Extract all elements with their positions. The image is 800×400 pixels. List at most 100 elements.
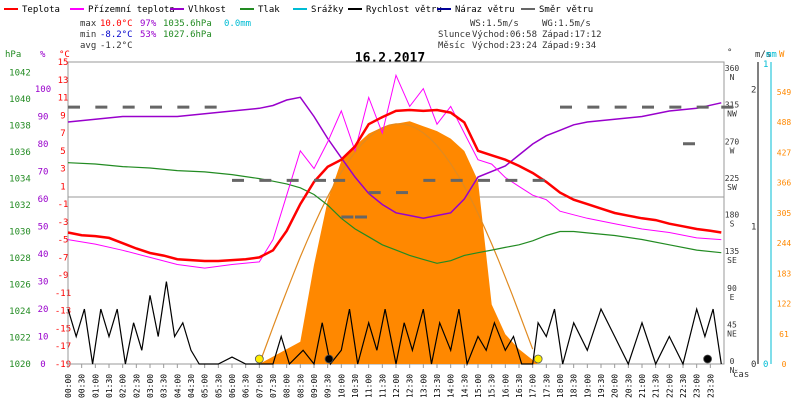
plot-area (67, 73, 734, 367)
legend-label: Teplota (22, 5, 60, 15)
hpa-tick-label: 1020 (9, 360, 31, 370)
degc-tick-label: -13 (55, 307, 71, 317)
x-tick-label: 19:00 (583, 374, 592, 398)
degc-tick-label: 1 (60, 182, 65, 192)
moonrise-marker (703, 354, 712, 364)
deg-tick-label: 315 (725, 101, 740, 110)
sun-set: Západ:17:12 (542, 30, 602, 40)
x-tick-label: 09:00 (310, 374, 319, 398)
pct-tick-label: 70 (38, 168, 49, 178)
pct-tick-label: 40 (38, 250, 49, 260)
wm2-tick-label: 61 (779, 330, 789, 339)
wind-dir-mark (478, 178, 490, 182)
dir-tick-label: E (730, 293, 735, 302)
stat-max-label: max (80, 19, 97, 29)
x-tick-label: 17:30 (542, 374, 551, 398)
dir-tick-label: N (730, 73, 735, 82)
sun-label: Slunce (438, 30, 471, 40)
ms-axis-title: m/s (755, 50, 771, 60)
hpa-tick-label: 1036 (9, 148, 31, 158)
degc-tick-label: 9 (60, 111, 65, 121)
dir-tick-label: SW (727, 183, 737, 192)
degc-tick-label: 13 (58, 76, 69, 86)
wind-dir-mark (286, 178, 299, 182)
hpa-tick-label: 1026 (9, 281, 31, 291)
sun-rise: Východ:06:58 (472, 30, 537, 40)
hpa-tick-label: 1022 (9, 334, 31, 344)
deg-tick-label: 360 (725, 64, 740, 73)
wind-dir-mark (560, 105, 572, 109)
ms-tick-label: 1 (751, 223, 756, 233)
pct-tick-label: 90 (38, 113, 49, 123)
degc-tick-label: 11 (58, 94, 69, 104)
x-tick-label: 06:30 (242, 374, 251, 398)
x-tick-label: 00:30 (78, 374, 87, 398)
solar-area (259, 121, 539, 364)
x-tick-label: 18:30 (570, 374, 579, 398)
ms-tick-label: 2 (751, 85, 756, 95)
mm-tick-label: 1 (763, 60, 768, 70)
x-tick-label: 00:00 (64, 374, 73, 398)
wm2-tick-label: 244 (777, 239, 792, 248)
wind-dir-mark (314, 178, 326, 182)
x-axis: 00:00 00:30 01:00 01:30 02:00 02:30 03:00 03:30… (64, 364, 715, 398)
degc-tick-label: -1 (58, 200, 69, 210)
pct-tick-label: 20 (38, 305, 49, 315)
sunrise-marker (254, 354, 264, 364)
degc-tick-label: -17 (55, 342, 71, 352)
wind-dir-mark (696, 105, 709, 109)
pct-tick-label: 50 (38, 223, 49, 233)
x-tick-label: 22:00 (665, 374, 674, 398)
hpa-axis-title: hPa (5, 50, 21, 60)
stat-avg-temp: -1.2°C (100, 41, 133, 51)
degc-tick-label: -7 (58, 253, 69, 263)
degc-tick-label: -15 (55, 324, 71, 334)
deg-tick-label: 180 (725, 211, 740, 220)
sunset-marker (533, 354, 543, 364)
x-tick-label: 07:30 (269, 374, 278, 398)
wind-dir-mark (721, 105, 734, 109)
wind-dir-mark (95, 105, 108, 109)
deg-axis-title: ° (727, 48, 732, 58)
x-tick-label: 01:00 (91, 374, 100, 398)
x-tick-label: 16:00 (501, 374, 510, 398)
ms-tick-label: 0 (751, 360, 756, 370)
degc-tick-label: -3 (58, 218, 69, 228)
legend-label: Náraz větru (455, 5, 515, 15)
wind-dir-mark (150, 105, 162, 109)
degc-tick-label: 15 (58, 58, 69, 68)
chart-title: 16.2.2017 (355, 51, 425, 66)
stat-min-hum: 53% (140, 30, 157, 40)
deg-tick-label: 90 (727, 284, 737, 293)
x-tick-label: 22:30 (679, 374, 688, 398)
wind-dir-mark (450, 178, 463, 182)
x-tick-label: 16:30 (515, 374, 524, 398)
wind-dir-mark (259, 178, 272, 182)
legend-label: Srážky (311, 5, 344, 15)
x-tick-label: 01:30 (105, 374, 114, 398)
dir-tick-label: NE (727, 329, 737, 338)
degc-tick-label: -9 (58, 271, 69, 281)
mm-tick-label: 0 (763, 360, 768, 370)
hpa-tick-label: 1032 (9, 201, 31, 211)
hpa-tick-label: 1030 (9, 228, 31, 238)
wind-dir-mark (683, 142, 695, 146)
y-axes: 1042104010381036103410321030102810261024… (9, 58, 791, 375)
pct-tick-label: 10 (38, 333, 49, 343)
wm2-tick-label: 488 (777, 118, 792, 127)
wind-dir-mark (532, 178, 545, 182)
legend-label: Přízemní teplota (88, 5, 175, 15)
x-tick-label: 21:00 (638, 374, 647, 398)
hpa-tick-label: 1028 (9, 254, 31, 264)
legend-label: Rychlost větru (366, 5, 442, 15)
dir-tick-label: N (730, 366, 735, 375)
wind-dir-mark (204, 105, 217, 109)
x-tick-label: 04:00 (173, 374, 182, 398)
ground-temp-line (67, 73, 722, 269)
x-tick-label: 05:30 (214, 374, 223, 398)
deg-tick-label: 225 (725, 174, 740, 183)
pct-tick-label: 30 (38, 278, 49, 288)
wind-dir-mark (341, 215, 354, 219)
x-tick-label: 02:00 (119, 374, 128, 398)
wind-dir-mark (68, 105, 80, 109)
